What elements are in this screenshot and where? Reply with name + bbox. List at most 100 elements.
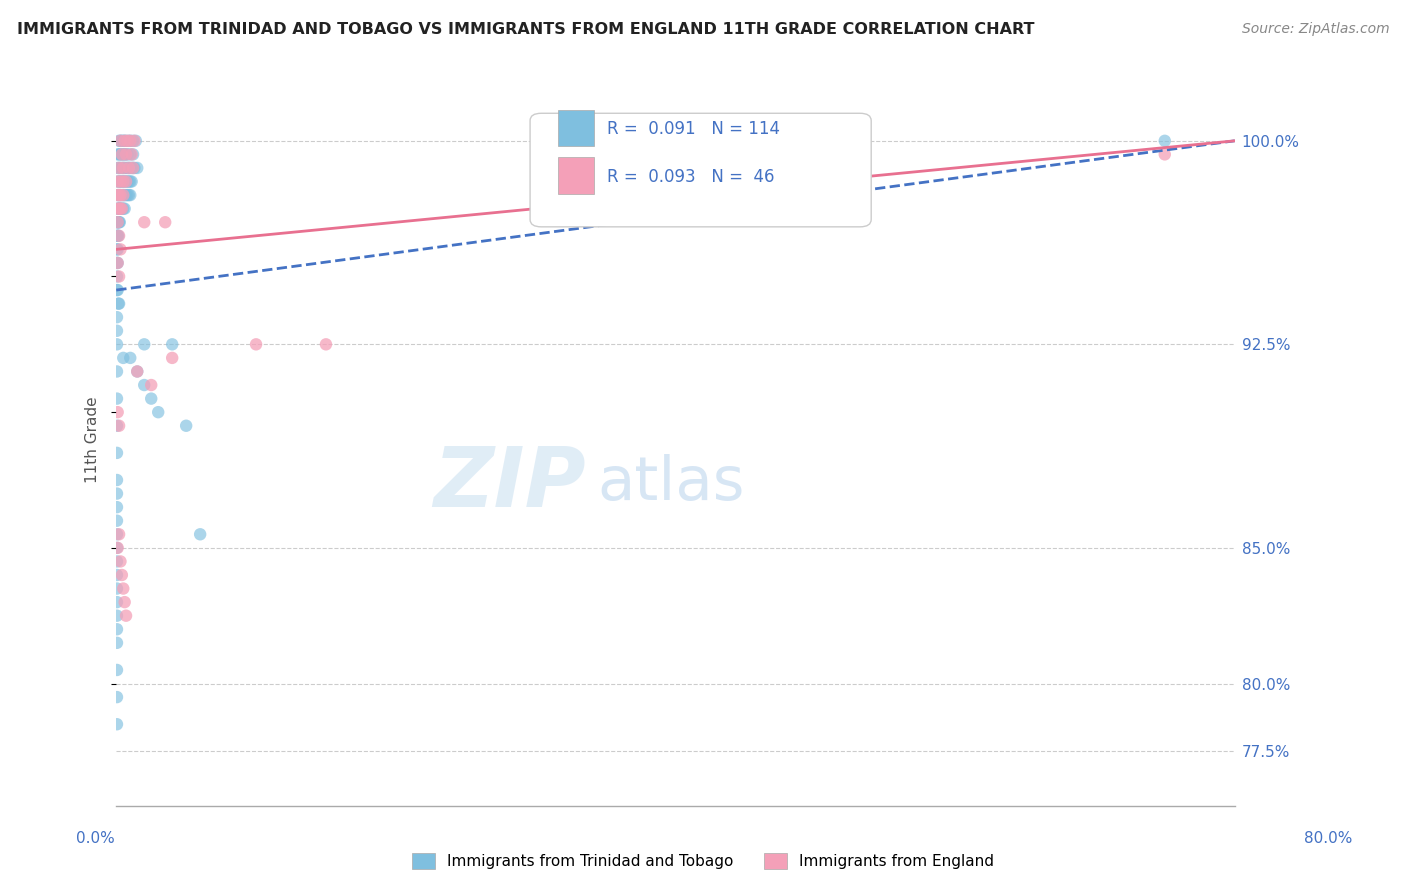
Point <box>153 215 176 229</box>
Point <box>114 134 136 148</box>
Point <box>108 228 131 243</box>
Point <box>112 202 135 216</box>
FancyBboxPatch shape <box>558 157 593 194</box>
Point <box>107 541 129 555</box>
Point <box>160 351 183 365</box>
Point <box>107 188 129 202</box>
Point <box>107 202 129 216</box>
Y-axis label: 11th Grade: 11th Grade <box>86 396 100 483</box>
Point <box>107 228 129 243</box>
Point <box>124 161 146 175</box>
Point <box>110 188 132 202</box>
Point <box>112 188 135 202</box>
Point <box>174 418 197 433</box>
Point <box>105 717 128 731</box>
Point <box>112 175 135 189</box>
Point <box>141 378 163 392</box>
Point <box>108 188 131 202</box>
Point <box>111 188 134 202</box>
Point <box>105 310 128 325</box>
Point <box>121 161 143 175</box>
Point <box>120 188 142 202</box>
Point <box>127 161 149 175</box>
Point <box>114 175 136 189</box>
Point <box>110 202 132 216</box>
Point <box>117 147 139 161</box>
Point <box>110 243 132 257</box>
Point <box>111 568 134 582</box>
Point <box>105 364 128 378</box>
Point <box>112 582 135 596</box>
Point <box>107 228 129 243</box>
Point <box>105 243 128 257</box>
Point <box>107 202 129 216</box>
Point <box>105 473 128 487</box>
Point <box>107 283 129 297</box>
Point <box>108 202 131 216</box>
Point <box>134 337 156 351</box>
Point <box>107 147 129 161</box>
Point <box>112 134 135 148</box>
Point <box>115 608 138 623</box>
Point <box>105 392 128 406</box>
Point <box>105 337 128 351</box>
Text: atlas: atlas <box>598 454 745 513</box>
Point <box>107 243 129 257</box>
Point <box>111 175 134 189</box>
Point <box>115 175 138 189</box>
Point <box>107 296 129 310</box>
Point <box>118 134 141 148</box>
Point <box>115 147 138 161</box>
Point <box>112 175 135 189</box>
Point <box>108 175 131 189</box>
Point <box>120 147 142 161</box>
Point <box>118 161 141 175</box>
Point <box>122 161 145 175</box>
Point <box>117 134 139 148</box>
Point <box>107 175 129 189</box>
Point <box>1153 147 1175 161</box>
Point <box>105 527 128 541</box>
Text: 80.0%: 80.0% <box>1305 831 1353 846</box>
Point <box>111 202 134 216</box>
Point <box>108 161 131 175</box>
Point <box>114 595 136 609</box>
Point <box>141 392 163 406</box>
Point <box>110 134 132 148</box>
Point <box>105 256 128 270</box>
Point <box>107 215 129 229</box>
Point <box>122 134 145 148</box>
Point <box>112 351 135 365</box>
Point <box>110 202 132 216</box>
Point <box>122 147 145 161</box>
Point <box>108 296 131 310</box>
Point <box>108 418 131 433</box>
Point <box>111 202 134 216</box>
Point <box>107 256 129 270</box>
Point <box>188 527 211 541</box>
Point <box>245 337 267 351</box>
Point <box>105 582 128 596</box>
Point <box>110 175 132 189</box>
Point <box>127 364 149 378</box>
Point <box>107 405 129 419</box>
Point <box>105 269 128 284</box>
Point <box>115 188 138 202</box>
Point <box>110 161 132 175</box>
Point <box>134 378 156 392</box>
Point <box>105 554 128 568</box>
Point <box>114 134 136 148</box>
Point <box>108 161 131 175</box>
Point <box>105 514 128 528</box>
Point <box>108 147 131 161</box>
Point <box>114 161 136 175</box>
Point <box>105 663 128 677</box>
Point <box>148 405 170 419</box>
Point <box>120 134 142 148</box>
Point <box>114 188 136 202</box>
Point <box>108 134 131 148</box>
Point <box>120 161 142 175</box>
Point <box>111 147 134 161</box>
Point <box>105 486 128 500</box>
Point <box>118 175 141 189</box>
